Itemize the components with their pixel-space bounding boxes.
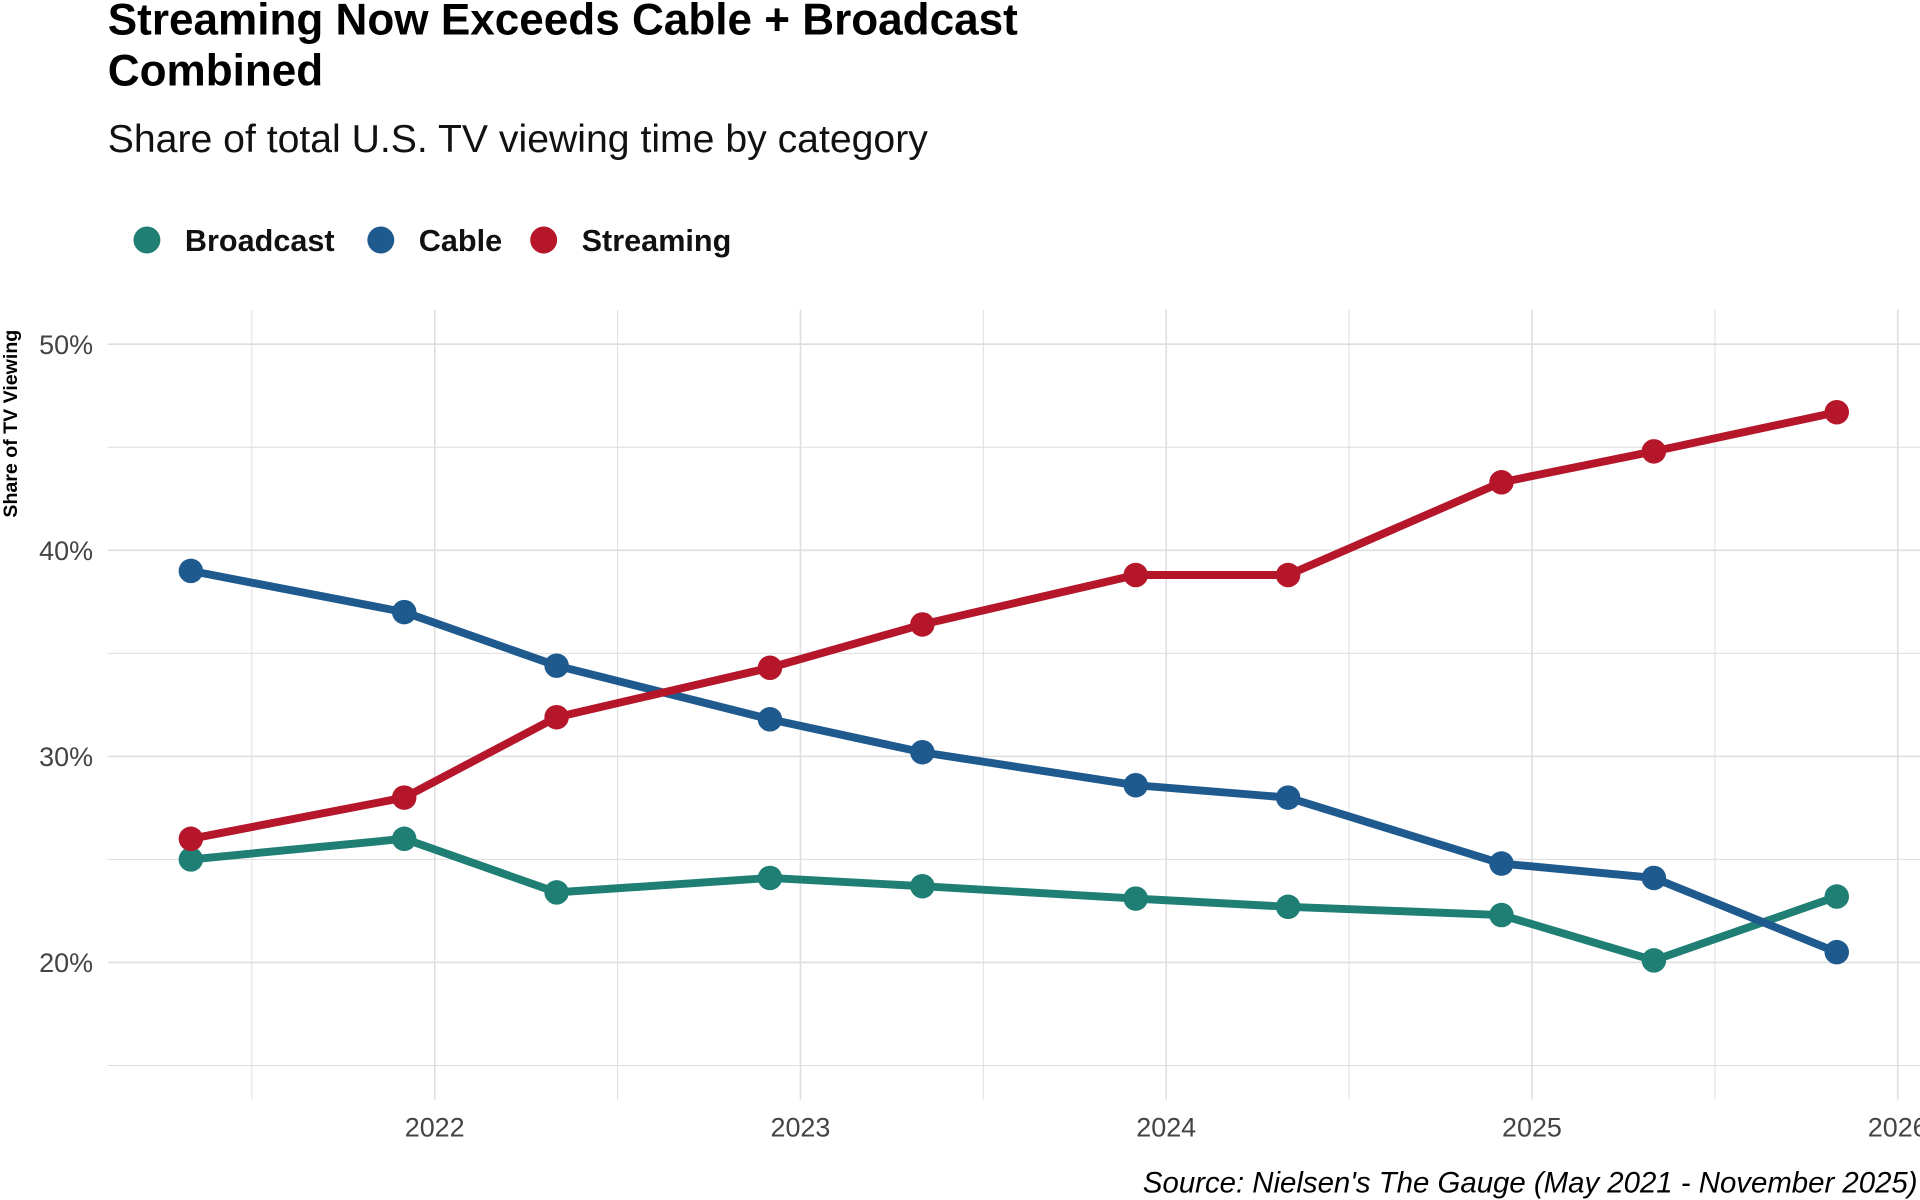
- series-streaming: [178, 399, 1850, 852]
- streaming-legend-marker: [530, 226, 558, 254]
- cable-point: [1123, 772, 1148, 798]
- streaming-point: [1489, 470, 1514, 495]
- broadcast-point: [757, 865, 783, 891]
- cable-point: [1489, 851, 1514, 876]
- legend-label-streaming: Streaming: [582, 224, 732, 258]
- streaming-point: [1123, 562, 1148, 588]
- cable-point: [544, 653, 569, 678]
- streaming-line: [190, 408, 1838, 843]
- broadcast-point: [910, 873, 935, 899]
- y-tick-label: 40%: [39, 536, 93, 566]
- series-broadcast: [178, 826, 1850, 973]
- broadcast-legend-marker: [133, 226, 161, 254]
- grid: [107, 309, 1920, 1100]
- broadcast-point: [178, 847, 204, 872]
- x-tick-label: 2024: [1136, 1112, 1196, 1142]
- cable-point: [910, 740, 935, 765]
- broadcast-line: [190, 834, 1839, 965]
- streaming-point: [1641, 439, 1667, 464]
- y-axis-label: Share of TV Viewing: [0, 330, 22, 518]
- x-tick-label: 2025: [1502, 1112, 1562, 1142]
- series-cable: [178, 558, 1850, 965]
- cable-point: [1641, 865, 1667, 891]
- broadcast-point: [544, 880, 569, 905]
- streaming-point: [757, 655, 783, 680]
- cable-point: [1275, 785, 1301, 810]
- legend-label-broadcast: Broadcast: [185, 224, 335, 258]
- x-tick-label: 2023: [770, 1112, 830, 1142]
- streaming-point: [544, 704, 569, 730]
- cable-point: [178, 558, 204, 584]
- broadcast-point: [1275, 894, 1301, 920]
- cable-point: [1824, 939, 1850, 965]
- cable-line: [190, 566, 1839, 956]
- axes: 20% 30% 40% 50% 2022 2023 2024 2025 2026: [39, 330, 1920, 1142]
- streaming-point: [910, 612, 935, 637]
- chart-title-line-1: Streaming Now Exceeds Cable + Broadcast: [108, 0, 1018, 44]
- broadcast-point: [1641, 948, 1667, 973]
- broadcast-point: [1824, 884, 1850, 909]
- x-tick-label: 2026: [1868, 1112, 1920, 1142]
- cable-legend-marker: [367, 226, 395, 254]
- y-tick-label: 50%: [39, 330, 93, 360]
- legend: Broadcast Cable Streaming: [133, 224, 731, 258]
- series-layer: [178, 399, 1850, 973]
- chart-title-line-2: Combined: [108, 47, 323, 96]
- cable-point: [757, 707, 783, 732]
- streaming-point: [178, 826, 204, 852]
- streaming-point: [1824, 399, 1850, 425]
- streaming-point: [391, 785, 417, 810]
- chart-subtitle: Share of total U.S. TV viewing time by c…: [108, 118, 928, 161]
- y-tick-label: 20%: [39, 948, 93, 978]
- cable-point: [391, 599, 417, 625]
- y-tick-label: 30%: [39, 742, 93, 772]
- streaming-point: [1275, 562, 1301, 588]
- broadcast-point: [391, 826, 417, 852]
- broadcast-point: [1489, 902, 1514, 928]
- legend-label-cable: Cable: [419, 224, 502, 258]
- broadcast-point: [1123, 886, 1148, 911]
- caption: Source: Nielsen's The Gauge (May 2021 - …: [1143, 1167, 1918, 1200]
- x-tick-label: 2022: [405, 1112, 465, 1142]
